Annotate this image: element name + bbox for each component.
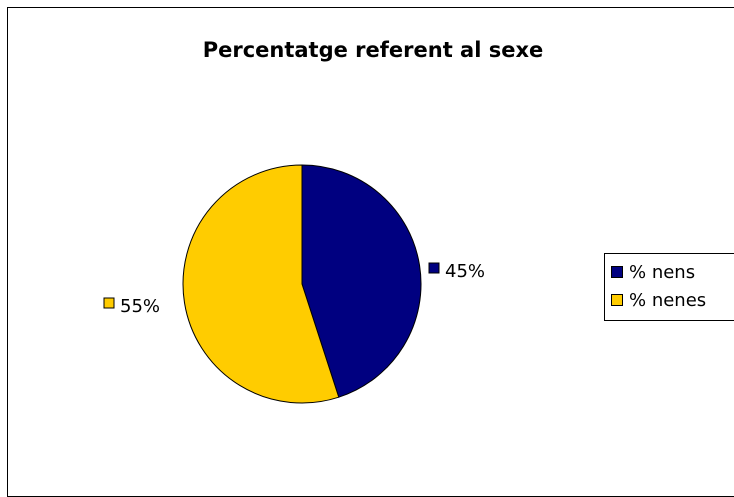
chart-title: Percentatge referent al sexe: [203, 38, 544, 62]
data-label-swatch-nens: [428, 262, 440, 274]
legend: % nens % nenes: [604, 253, 734, 321]
legend-label-nenes: % nenes: [629, 289, 707, 311]
data-label-nens: 45%: [445, 261, 485, 282]
pie-chart: Percentatge referent al sexe 45% 55%: [103, 38, 544, 404]
legend-item-nenes: % nenes: [611, 288, 706, 312]
legend-item-nens: % nens: [611, 260, 695, 284]
pie-slice-nens: [301, 164, 422, 398]
data-label-nenes: 55%: [120, 296, 160, 317]
data-label-swatch-nenes: [103, 297, 115, 309]
legend-swatch-nens: [611, 266, 623, 278]
legend-label-nens: % nens: [629, 261, 696, 283]
legend-swatch-nenes: [611, 294, 623, 306]
pie-slice-nenes: [182, 164, 340, 404]
